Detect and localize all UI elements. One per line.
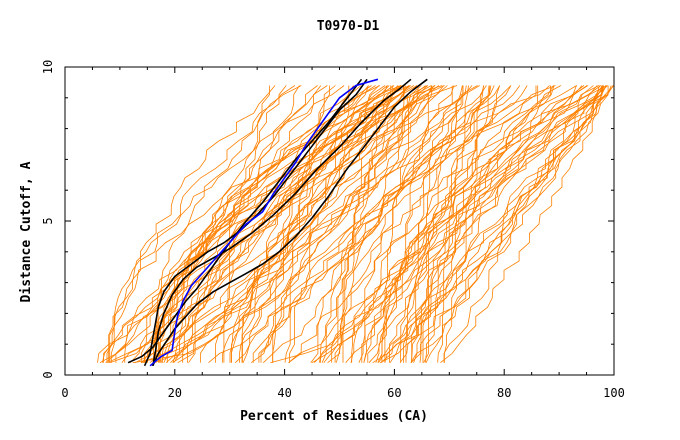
chart-title: T0970-D1 [317,19,380,34]
background-model-line [413,85,561,363]
background-model-line [350,85,602,363]
background-model-line [182,85,436,363]
background-model-line [159,85,432,363]
background-model-line [288,85,551,364]
y-axis-label: Distance Cutoff, A [19,161,34,302]
highlight-series-line-3 [152,78,412,366]
background-model-line [153,85,448,364]
background-model-line [230,85,410,363]
x-tick-label: 40 [277,386,291,400]
background-model-line [115,85,402,363]
background-model-line [380,85,609,364]
background-model-line [388,85,600,363]
y-tick-label: 5 [41,217,55,224]
background-model-line [110,85,296,363]
background-model-line [380,85,605,364]
background-model-line [208,85,490,364]
background-model-line [400,85,609,363]
background-model-line [381,85,602,363]
x-tick-label: 0 [61,386,68,400]
background-model-line [130,85,418,363]
background-model-line [403,85,589,363]
background-model-line [172,85,392,363]
highlight-series-line-1 [127,78,363,364]
background-model-line [109,85,276,363]
background-model-line [132,85,426,364]
background-model-line [423,85,463,363]
background-model-line [272,85,550,363]
background-model-line [425,85,604,363]
background-model-line [186,85,402,363]
background-model-line [106,85,415,363]
x-tick-label: 80 [497,386,511,400]
highlight-series-line-4 [152,78,428,367]
background-model-line [358,85,473,363]
background-model-line [368,85,603,363]
highlight-model-curves [127,78,428,367]
background-model-line [363,85,464,363]
background-model-line [161,85,372,363]
background-model-line [443,85,594,363]
background-model-line [105,85,328,364]
background-model-line [242,85,399,363]
background-model-line [242,85,369,363]
background-model-line [389,85,612,363]
background-model-line [310,85,521,363]
background-model-line [173,85,322,363]
background-model-line [377,85,419,363]
background-model-line [289,85,350,363]
background-model-line [440,85,615,364]
background-model-line [241,85,445,363]
background-model-line [399,85,539,363]
background-model-line [384,85,433,363]
background-model-curves [97,85,615,364]
background-model-line [335,85,405,363]
background-model-line [234,85,436,363]
highlight-series-line-5 [149,78,379,367]
background-model-line [260,85,528,363]
axis-ticks: 0 20 40 60 80 100 0 5 10 [41,60,625,400]
background-model-line [367,85,607,363]
background-model-line [107,85,428,364]
background-model-line [327,85,464,364]
x-tick-label: 20 [168,386,182,400]
background-model-line [363,85,577,363]
background-model-line [231,85,354,363]
x-axis-label: Percent of Residues (CA) [240,409,428,424]
y-tick-label: 0 [41,371,55,378]
background-model-line [108,85,345,363]
background-model-line [321,85,598,363]
background-model-line [311,85,492,364]
y-tick-label: 10 [41,60,55,74]
x-tick-label: 60 [387,386,401,400]
background-model-line [437,85,487,363]
background-model-line [318,85,418,363]
background-model-line [351,85,583,363]
background-model-line [140,85,388,363]
background-model-line [141,85,478,364]
background-model-line [160,85,411,363]
background-model-line [166,85,485,363]
x-tick-label: 100 [603,386,625,400]
background-model-line [239,85,399,363]
background-model-line [229,85,403,363]
background-model-line [378,85,614,363]
background-model-line [170,85,429,363]
background-model-line [288,85,554,364]
background-model-line [345,85,585,363]
highlight-series-line-2 [143,78,368,367]
